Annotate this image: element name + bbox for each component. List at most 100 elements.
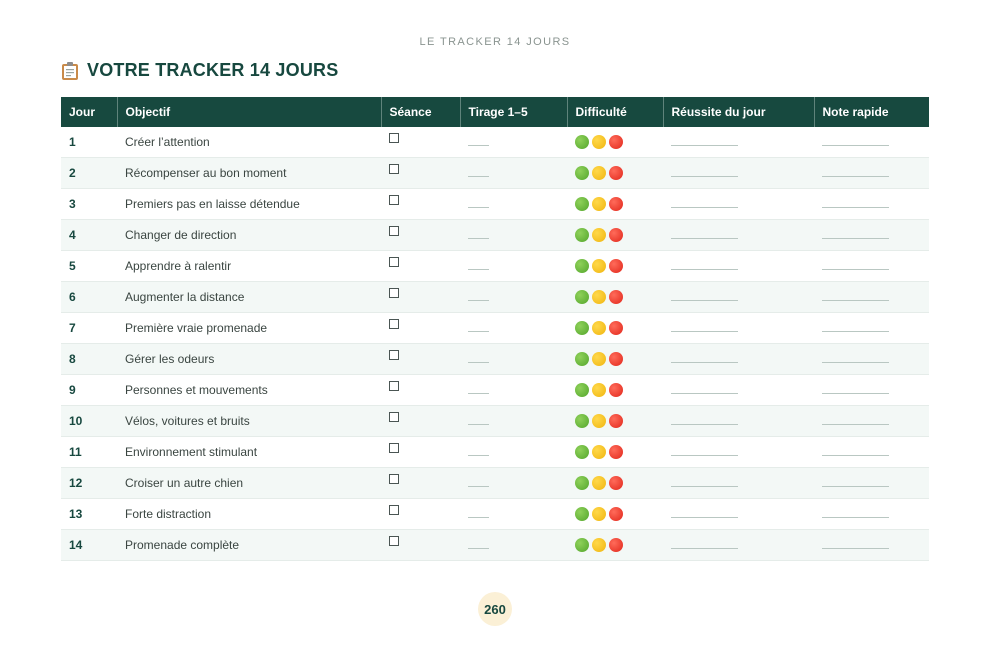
note-blank-field[interactable] (822, 290, 889, 301)
yellow-circle-icon[interactable] (592, 351, 606, 366)
seance-checkbox[interactable] (389, 350, 399, 360)
yellow-circle-icon[interactable] (592, 475, 606, 490)
yellow-circle-icon[interactable] (592, 382, 606, 397)
tirage-blank-field[interactable] (468, 507, 489, 518)
reussite-blank-field[interactable] (671, 228, 738, 239)
reussite-blank-field[interactable] (671, 321, 738, 332)
reussite-blank-field[interactable] (671, 507, 738, 518)
tirage-blank-field[interactable] (468, 383, 489, 394)
tirage-blank-field[interactable] (468, 321, 489, 332)
note-cell (814, 498, 929, 530)
green-circle-icon[interactable] (575, 413, 589, 428)
green-circle-icon[interactable] (575, 196, 589, 211)
green-circle-icon[interactable] (575, 382, 589, 397)
note-blank-field[interactable] (822, 507, 889, 518)
red-circle-icon[interactable] (609, 382, 623, 397)
note-blank-field[interactable] (822, 445, 889, 456)
seance-checkbox[interactable] (389, 505, 399, 515)
seance-checkbox[interactable] (389, 474, 399, 484)
reussite-blank-field[interactable] (671, 352, 738, 363)
note-blank-field[interactable] (822, 352, 889, 363)
tirage-blank-field[interactable] (468, 228, 489, 239)
tirage-blank-field[interactable] (468, 259, 489, 270)
note-blank-field[interactable] (822, 135, 889, 146)
yellow-circle-icon[interactable] (592, 258, 606, 273)
seance-checkbox[interactable] (389, 195, 399, 205)
tirage-blank-field[interactable] (468, 197, 489, 208)
tirage-blank-field[interactable] (468, 290, 489, 301)
red-circle-icon[interactable] (609, 444, 623, 459)
reussite-blank-field[interactable] (671, 476, 738, 487)
yellow-circle-icon[interactable] (592, 196, 606, 211)
yellow-circle-icon[interactable] (592, 537, 606, 552)
green-circle-icon[interactable] (575, 475, 589, 490)
note-blank-field[interactable] (822, 228, 889, 239)
green-circle-icon[interactable] (575, 289, 589, 304)
tirage-blank-field[interactable] (468, 414, 489, 425)
green-circle-icon[interactable] (575, 537, 589, 552)
red-circle-icon[interactable] (609, 506, 623, 521)
yellow-circle-icon[interactable] (592, 134, 606, 149)
seance-checkbox[interactable] (389, 412, 399, 422)
red-circle-icon[interactable] (609, 134, 623, 149)
seance-checkbox[interactable] (389, 288, 399, 298)
yellow-circle-icon[interactable] (592, 413, 606, 428)
green-circle-icon[interactable] (575, 134, 589, 149)
tirage-blank-field[interactable] (468, 166, 489, 177)
yellow-circle-icon[interactable] (592, 320, 606, 335)
reussite-blank-field[interactable] (671, 166, 738, 177)
reussite-blank-field[interactable] (671, 414, 738, 425)
green-circle-icon[interactable] (575, 320, 589, 335)
green-circle-icon[interactable] (575, 165, 589, 180)
red-circle-icon[interactable] (609, 258, 623, 273)
seance-checkbox[interactable] (389, 381, 399, 391)
note-blank-field[interactable] (822, 197, 889, 208)
red-circle-icon[interactable] (609, 413, 623, 428)
yellow-circle-icon[interactable] (592, 289, 606, 304)
seance-checkbox[interactable] (389, 164, 399, 174)
reussite-blank-field[interactable] (671, 197, 738, 208)
reussite-blank-field[interactable] (671, 445, 738, 456)
reussite-blank-field[interactable] (671, 259, 738, 270)
seance-checkbox[interactable] (389, 443, 399, 453)
note-blank-field[interactable] (822, 414, 889, 425)
note-blank-field[interactable] (822, 259, 889, 270)
red-circle-icon[interactable] (609, 289, 623, 304)
day-number: 7 (61, 312, 117, 344)
tirage-blank-field[interactable] (468, 476, 489, 487)
note-blank-field[interactable] (822, 321, 889, 332)
yellow-circle-icon[interactable] (592, 444, 606, 459)
green-circle-icon[interactable] (575, 227, 589, 242)
note-blank-field[interactable] (822, 166, 889, 177)
red-circle-icon[interactable] (609, 227, 623, 242)
seance-checkbox[interactable] (389, 319, 399, 329)
red-circle-icon[interactable] (609, 537, 623, 552)
green-circle-icon[interactable] (575, 351, 589, 366)
note-blank-field[interactable] (822, 538, 889, 549)
green-circle-icon[interactable] (575, 258, 589, 273)
red-circle-icon[interactable] (609, 320, 623, 335)
reussite-blank-field[interactable] (671, 538, 738, 549)
tirage-blank-field[interactable] (468, 135, 489, 146)
yellow-circle-icon[interactable] (592, 165, 606, 180)
red-circle-icon[interactable] (609, 196, 623, 211)
green-circle-icon[interactable] (575, 506, 589, 521)
red-circle-icon[interactable] (609, 351, 623, 366)
red-circle-icon[interactable] (609, 475, 623, 490)
reussite-blank-field[interactable] (671, 135, 738, 146)
tirage-blank-field[interactable] (468, 538, 489, 549)
seance-checkbox[interactable] (389, 226, 399, 236)
yellow-circle-icon[interactable] (592, 506, 606, 521)
note-blank-field[interactable] (822, 476, 889, 487)
reussite-blank-field[interactable] (671, 290, 738, 301)
seance-checkbox[interactable] (389, 536, 399, 546)
seance-checkbox[interactable] (389, 257, 399, 267)
seance-checkbox[interactable] (389, 133, 399, 143)
reussite-blank-field[interactable] (671, 383, 738, 394)
red-circle-icon[interactable] (609, 165, 623, 180)
tirage-blank-field[interactable] (468, 352, 489, 363)
note-blank-field[interactable] (822, 383, 889, 394)
tirage-blank-field[interactable] (468, 445, 489, 456)
yellow-circle-icon[interactable] (592, 227, 606, 242)
green-circle-icon[interactable] (575, 444, 589, 459)
